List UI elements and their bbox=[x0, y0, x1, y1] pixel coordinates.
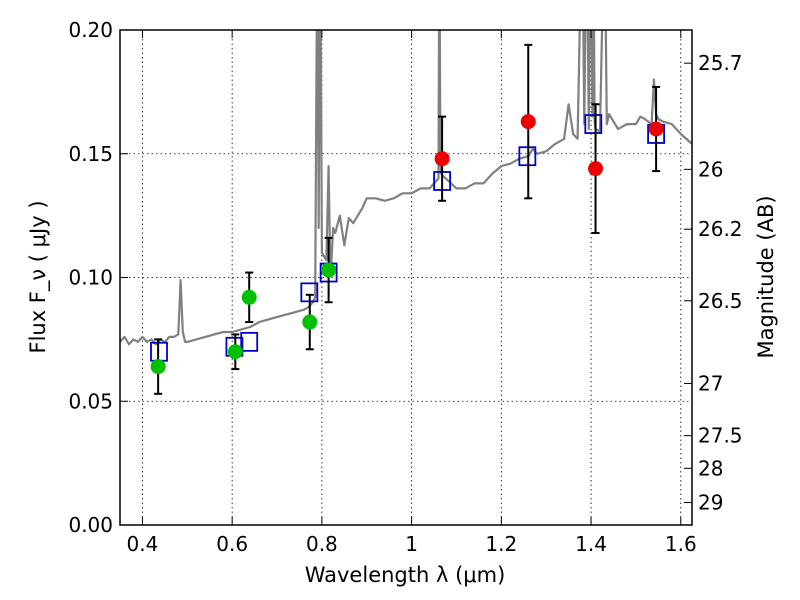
mag-tick-label: 27.5 bbox=[698, 424, 743, 448]
mag-tick-label: 29 bbox=[698, 490, 723, 514]
observed-point bbox=[588, 161, 604, 177]
right-axis-label: Magnitude (AB) bbox=[754, 195, 778, 358]
spectrum-line bbox=[120, 30, 692, 346]
observed-point bbox=[434, 151, 450, 167]
model-square-point bbox=[240, 331, 259, 352]
observed-point bbox=[520, 114, 536, 130]
observed-point bbox=[648, 121, 664, 137]
mag-tick-label: 28 bbox=[698, 456, 723, 480]
observed-point bbox=[150, 359, 166, 375]
observed-point bbox=[321, 262, 337, 278]
observed-point bbox=[241, 289, 257, 305]
y-tick-label: 0.00 bbox=[68, 513, 113, 537]
mag-tick-label: 27 bbox=[698, 371, 723, 395]
y-axis-label: Flux F_ν ( μJy ) bbox=[26, 200, 51, 353]
x-tick-label: 0.6 bbox=[216, 532, 248, 556]
x-axis-label: Wavelength λ (μm) bbox=[305, 563, 506, 587]
x-tick-label: 1.2 bbox=[485, 532, 517, 556]
x-tick-label: 0.4 bbox=[127, 532, 159, 556]
y-tick-label: 0.15 bbox=[68, 142, 113, 166]
mag-tick-label: 26.2 bbox=[698, 217, 743, 241]
observed-point bbox=[227, 344, 243, 360]
mag-tick-label: 26 bbox=[698, 157, 723, 181]
y-tick-label: 0.10 bbox=[68, 266, 113, 290]
x-tick-label: 0.8 bbox=[306, 532, 338, 556]
x-tick-label: 1 bbox=[405, 532, 418, 556]
mag-tick-label: 25.7 bbox=[698, 51, 743, 75]
y-tick-label: 0.05 bbox=[68, 389, 113, 413]
mag-tick-label: 26.5 bbox=[698, 289, 743, 313]
model-square-point bbox=[584, 114, 603, 134]
x-tick-label: 1.4 bbox=[575, 532, 607, 556]
plot-content bbox=[120, 30, 692, 395]
y-tick-label: 0.20 bbox=[68, 18, 113, 42]
x-tick-label: 1.6 bbox=[665, 532, 697, 556]
observed-point bbox=[302, 314, 318, 330]
ticks: 0.4 0.6 0.8 1 1.2 1.4 1.6 0.00 0.05 0.10 0.15 0.20 2… bbox=[68, 18, 742, 556]
